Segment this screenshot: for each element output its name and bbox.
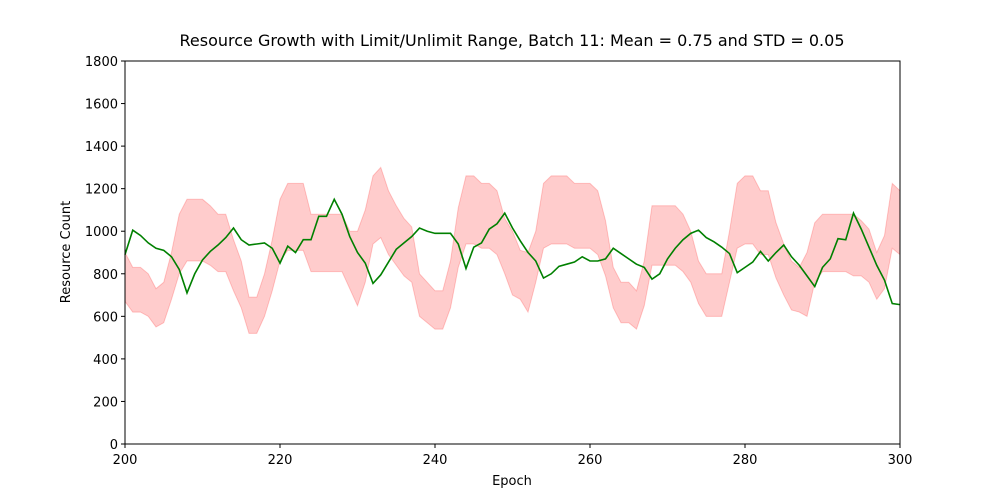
chart-title: Resource Growth with Limit/Unlimit Range…: [180, 31, 845, 50]
y-tick-label: 600: [93, 310, 118, 325]
y-tick-label: 1800: [85, 55, 118, 70]
y-tick-label: 1200: [85, 183, 118, 198]
x-tick-label: 260: [578, 453, 603, 468]
y-tick-label: 0: [110, 438, 118, 453]
y-tick-label: 1400: [85, 140, 118, 155]
x-tick-label: 220: [268, 453, 293, 468]
y-tick-label: 800: [93, 268, 118, 283]
y-axis-label: Resource Count: [59, 201, 74, 303]
y-tick-label: 1000: [85, 225, 118, 240]
plot-frame: [124, 60, 901, 445]
x-axis-label: Epoch: [492, 474, 532, 489]
x-tick-label: 240: [423, 453, 448, 468]
x-tick-label: 200: [113, 453, 138, 468]
y-tick-label: 200: [93, 395, 118, 410]
series-line: [124, 197, 901, 306]
x-tick-label: 280: [733, 453, 758, 468]
x-tick-label: 300: [888, 453, 913, 468]
y-tick-label: 1600: [85, 98, 118, 113]
y-tick-label: 400: [93, 353, 118, 368]
